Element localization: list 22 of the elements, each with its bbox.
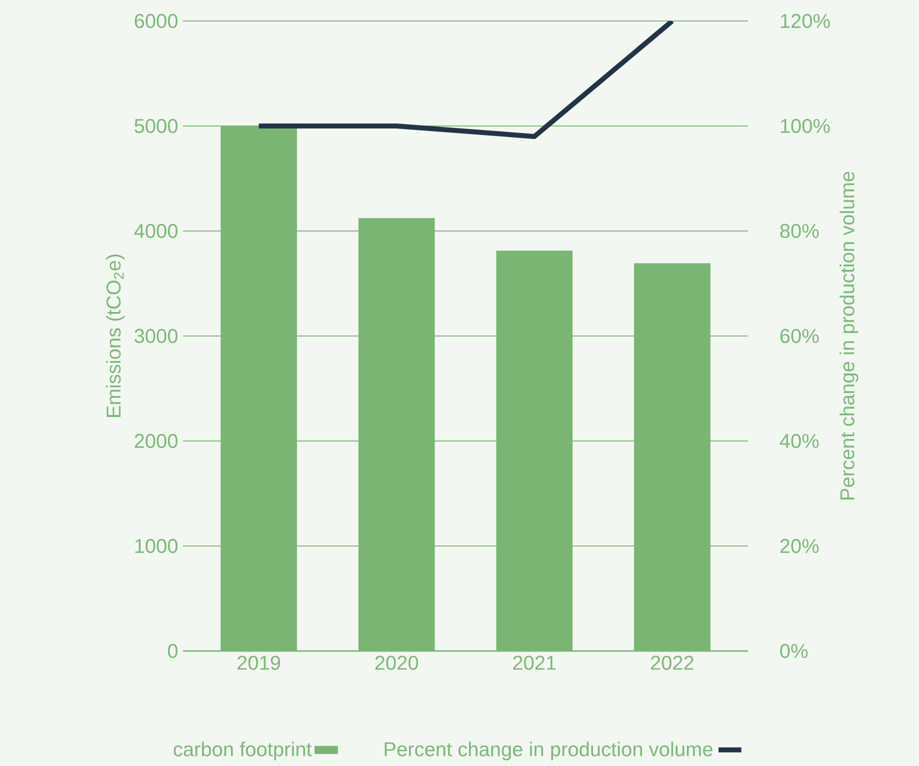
y2-tick-label: 120% [780,14,830,28]
y-tick-label: 2000 [134,434,178,448]
y-tick-label: 4000 [134,224,178,238]
y-tick-label: 1000 [135,538,178,554]
legend-label: carbon footprint [174,742,312,760]
y-tick-label: 5000 [134,118,178,134]
x-tick-label: 2021 [513,656,556,670]
y2-tick-label: 80% [780,224,819,238]
x-tick-label: 2019 [238,656,280,670]
y-tick-label: 6000 [134,14,178,28]
x-tick-label: 2022 [650,656,694,670]
y-tick-label: 0 [168,644,178,658]
y2-tick-label: 20% [780,538,819,554]
y-tick-label: 3000 [134,328,178,344]
x-tick-label: 2020 [375,656,418,670]
y2-tick-label: 0% [780,644,808,658]
legend-label: Percent change in production volume [384,742,712,760]
y2-tick-label: 100% [780,118,830,134]
y2-tick-label: 60% [780,328,819,344]
y-axis-title: Emissions (tCO$_{2}$e) [106,254,125,417]
y2-tick-label: 40% [780,434,819,448]
y2-axis-title: Percent change in production volume [840,172,858,500]
